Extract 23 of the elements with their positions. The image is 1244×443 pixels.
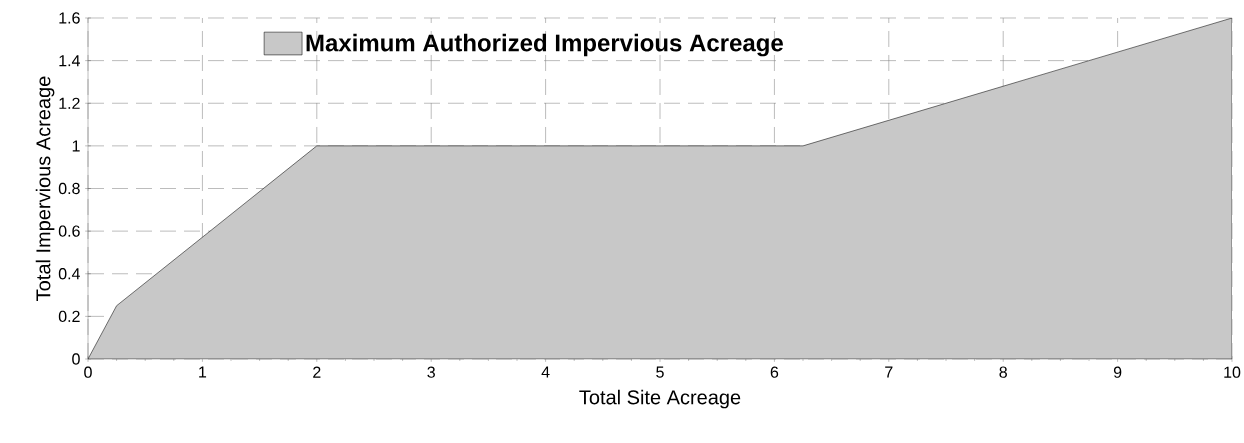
- y-tick-label: 0.6: [58, 225, 80, 237]
- x-tick-label: 5: [656, 366, 664, 378]
- y-tick-label: 1.4: [59, 55, 80, 67]
- x-tick-label: 0: [84, 366, 92, 378]
- x-tick-label: 3: [427, 366, 435, 378]
- x-tick-label: 8: [999, 366, 1007, 378]
- x-tick-label: 7: [885, 366, 893, 378]
- x-tick-label: 1: [199, 366, 207, 378]
- y-axis-title: Total Impervious Acreage: [35, 76, 55, 301]
- y-tick-label: 1.2: [59, 97, 80, 109]
- x-tick-label: 6: [770, 366, 779, 378]
- y-tick-label: 1: [72, 140, 80, 152]
- x-tick-label: 2: [313, 366, 321, 378]
- x-axis-title: Total Site Acreage: [579, 389, 741, 409]
- x-tick-label: 9: [1113, 366, 1122, 378]
- x-tick-label: 10: [1224, 366, 1241, 378]
- legend-label: Maximum Authorized Impervious Acreage: [306, 33, 783, 57]
- y-tick-label: 0.2: [58, 310, 80, 323]
- y-tick-label: 0.8: [58, 182, 80, 195]
- x-tick-label: 4: [541, 366, 550, 378]
- y-tick-label: 0: [72, 353, 80, 365]
- y-tick-label: 0.4: [58, 268, 80, 280]
- y-tick-label: 1.6: [59, 12, 80, 24]
